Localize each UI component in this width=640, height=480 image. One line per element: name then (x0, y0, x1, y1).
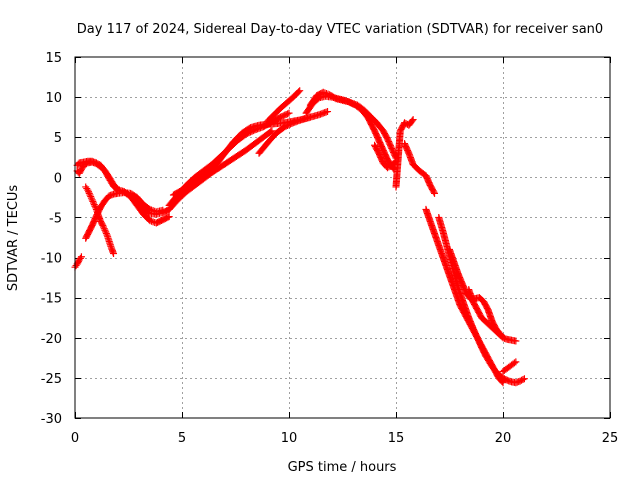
x-tick-label: 20 (495, 431, 512, 446)
plot-frame (74, 56, 611, 419)
tick-labels: 0 5 10 15 20 25 15 10 5 0 -5 -10 -15 -20 -25 -30 (41, 51, 619, 446)
y-tick-label: -30 (41, 412, 62, 427)
x-tick-label: 15 (388, 431, 405, 446)
data-point-marker (321, 89, 329, 97)
data-point-marker (110, 250, 118, 258)
data-point-marker (99, 221, 107, 229)
data-point-marker (512, 358, 520, 366)
data-point-marker (88, 196, 96, 204)
data-points (71, 87, 528, 387)
series-track-9 (255, 108, 332, 157)
data-point-marker (322, 90, 330, 98)
y-tick-label: -20 (41, 332, 62, 347)
data-point-marker (146, 217, 154, 225)
data-point-marker (85, 189, 93, 197)
data-point-marker (85, 188, 93, 196)
y-tick-label: -5 (49, 211, 62, 226)
data-point-marker (90, 201, 98, 209)
series-track-19 (465, 286, 520, 345)
data-point-marker (319, 88, 327, 96)
y-tick-label: -25 (41, 372, 62, 387)
y-tick-label: 15 (45, 51, 62, 66)
data-point-marker (409, 116, 417, 124)
data-point-marker (324, 108, 332, 116)
data-point-marker (520, 375, 528, 383)
y-axis-label: SDTVAR / TECUs (6, 185, 21, 292)
data-point-marker (100, 225, 108, 233)
series-track-14 (392, 116, 417, 191)
data-point-marker (519, 375, 527, 383)
x-tick-label: 25 (602, 431, 619, 446)
y-tick-label: 0 (54, 171, 62, 186)
data-point-marker (92, 204, 100, 212)
chart-title: Day 117 of 2024, Sidereal Day-to-day VTE… (77, 22, 603, 37)
data-point-marker (146, 205, 154, 213)
series-track-20 (499, 358, 520, 375)
series-track-12 (306, 88, 398, 173)
data-point-marker (268, 127, 276, 135)
data-point-marker (408, 117, 416, 125)
series-track-5 (71, 253, 85, 271)
y-tick-label: 5 (54, 131, 62, 146)
data-point-marker (101, 226, 109, 234)
data-point-marker (90, 199, 98, 207)
data-point-marker (296, 87, 304, 95)
data-point-marker (87, 194, 95, 202)
data-point-marker (430, 188, 438, 196)
data-point-marker (148, 206, 156, 214)
series-track-10 (264, 87, 304, 125)
data-point-marker (91, 202, 99, 210)
grid (75, 57, 610, 418)
data-point-marker (86, 191, 94, 199)
y-tick-label: -15 (41, 292, 62, 307)
data-point-marker (295, 88, 303, 96)
data-point-marker (87, 193, 95, 201)
data-point-marker (76, 254, 84, 262)
x-tick-label: 10 (281, 431, 298, 446)
x-axis-label: GPS time / hours (288, 460, 397, 475)
data-point-marker (102, 228, 110, 236)
data-point-marker (267, 128, 275, 136)
x-tick-label: 0 (71, 431, 79, 446)
data-point-marker (284, 110, 292, 118)
y-tick-label: 10 (45, 91, 62, 106)
data-point-marker (512, 337, 520, 345)
data-point-marker (77, 253, 85, 261)
data-point-marker (102, 229, 110, 237)
data-point-marker (285, 109, 293, 117)
data-point-marker (510, 359, 518, 367)
series-track-15 (401, 140, 439, 197)
series-track-4 (82, 183, 118, 258)
y-tick-label: -10 (41, 252, 62, 267)
data-point-marker (148, 217, 156, 225)
data-point-marker (149, 207, 157, 215)
data-point-marker (100, 223, 108, 231)
data-point-marker (159, 206, 167, 214)
data-point-marker (164, 213, 172, 221)
data-point-marker (165, 213, 173, 221)
data-point-marker (84, 186, 92, 194)
x-tick-label: 5 (178, 431, 186, 446)
data-point-marker (98, 220, 106, 228)
data-point-marker (431, 189, 439, 197)
data-point-marker (89, 197, 97, 205)
